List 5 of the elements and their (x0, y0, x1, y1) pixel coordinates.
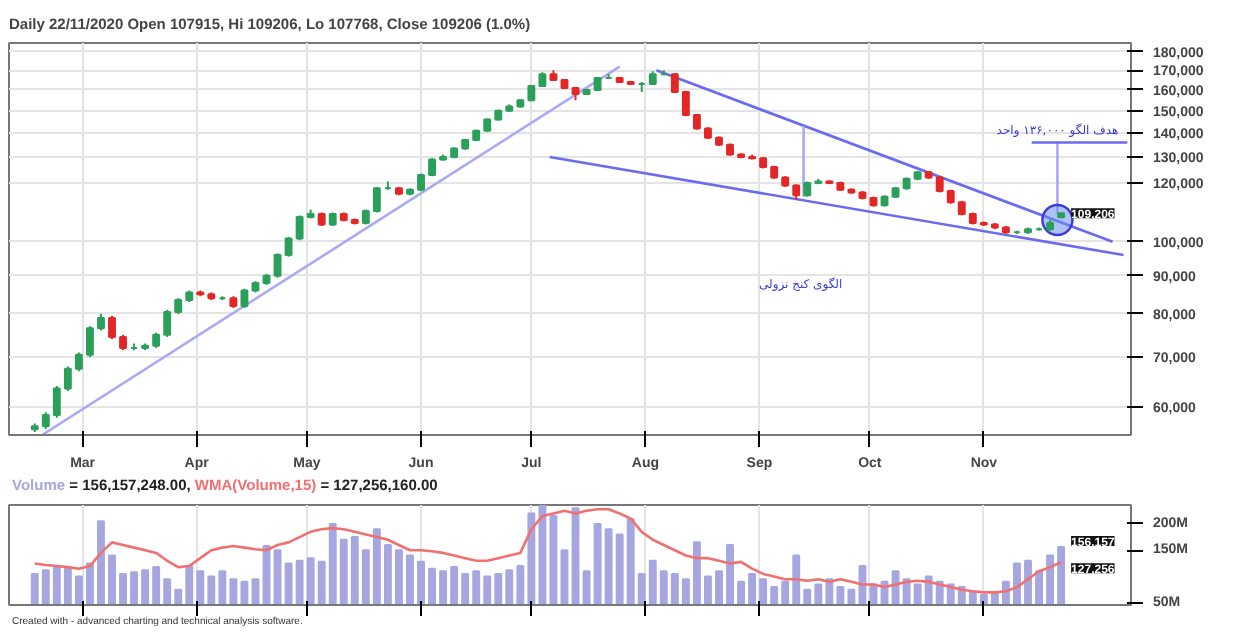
candlestick (108, 314, 116, 341)
candlestick (240, 287, 249, 309)
line-series (33, 507, 1063, 594)
candlestick (273, 252, 282, 279)
candlestick (284, 235, 293, 258)
